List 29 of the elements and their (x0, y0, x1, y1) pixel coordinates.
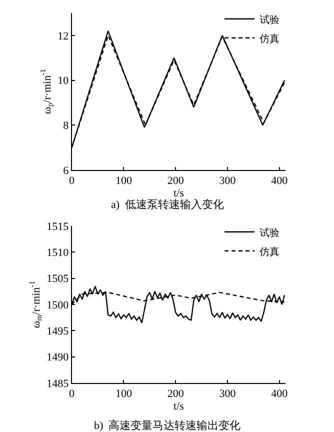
y-tick-label: 1505 (46, 273, 70, 286)
y-tick-label: 10 (58, 75, 70, 88)
y-tick-label: 6 (63, 164, 70, 177)
y-tick-label: 1485 (46, 378, 70, 390)
x-tick-label: 100 (115, 388, 132, 400)
y-tick-label: 8 (63, 120, 70, 132)
y-tick-label: 1490 (46, 352, 70, 364)
x-tick-label: 400 (271, 388, 288, 400)
text: b) 高速变量马达转速输出变化 (94, 419, 241, 432)
legend-label: 仿真 (258, 246, 280, 258)
x-tick-label: 100 (115, 175, 132, 188)
x-axis-title: t/s (173, 187, 184, 200)
x-tick-label: 200 (167, 388, 184, 400)
y-tick-label: 12 (58, 30, 69, 42)
legend-label: 试验 (260, 226, 280, 239)
x-tick-label: 400 (271, 175, 288, 188)
y-tick-label: 1515 (46, 220, 70, 233)
x-tick-label: 0 (69, 175, 76, 188)
x-tick-label: 200 (167, 175, 184, 188)
x-tick-label: 0 (69, 388, 76, 400)
text: a) 低速泵转速输入变化 (111, 198, 224, 211)
y-tick-label: 1495 (46, 326, 70, 338)
legend-label: 试验 (260, 14, 280, 26)
y-tick-label: 1510 (46, 247, 70, 260)
x-axis-title: t/s (173, 400, 184, 412)
y-tick-label: 1500 (46, 299, 70, 312)
legend-label: 仿真 (258, 32, 280, 45)
x-tick-label: 300 (219, 175, 236, 188)
x-tick-label: 300 (219, 388, 236, 400)
